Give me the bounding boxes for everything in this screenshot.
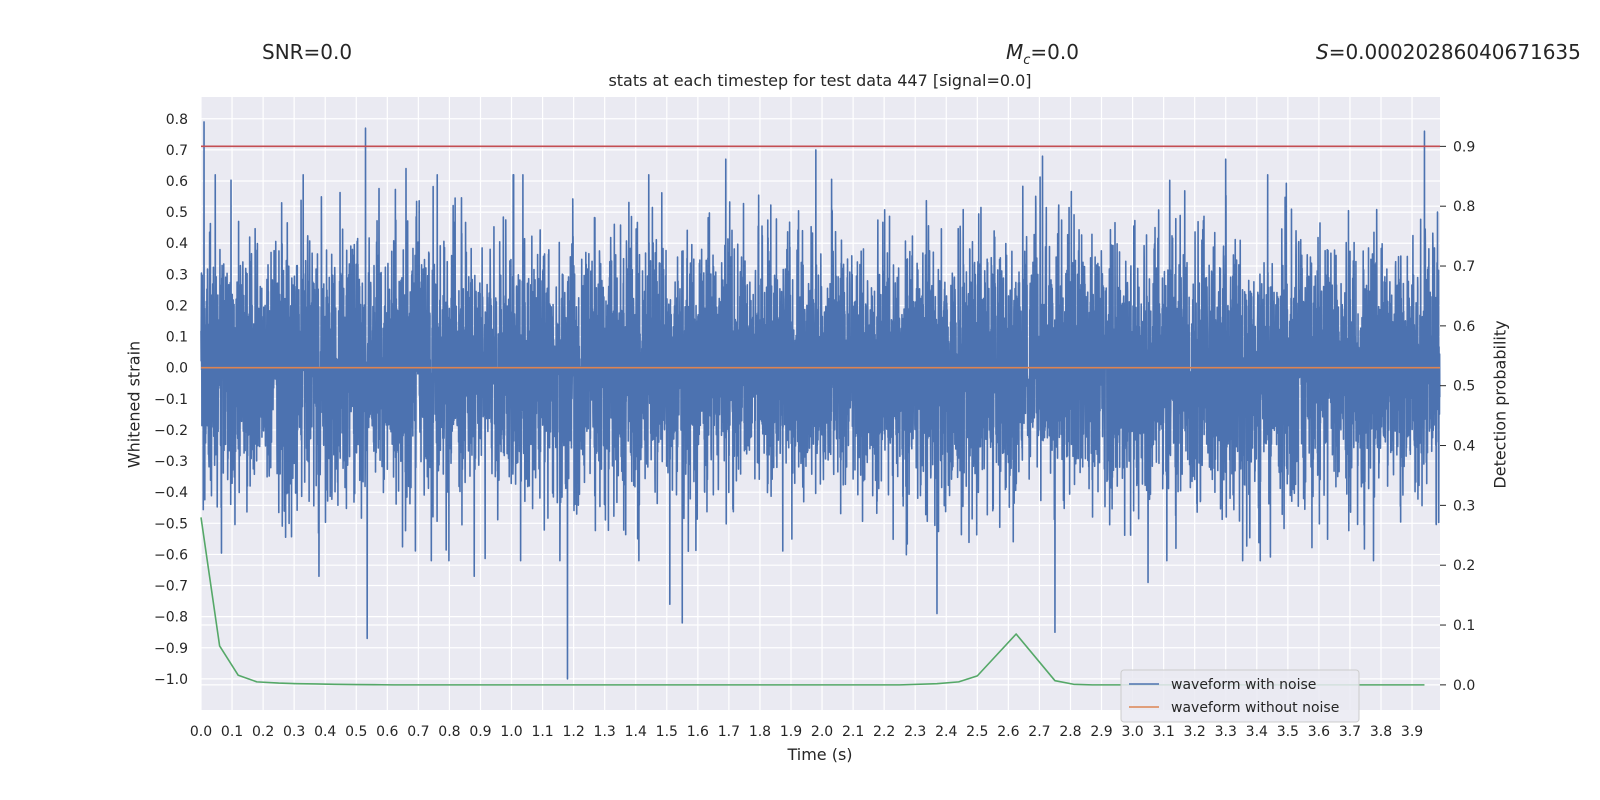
x-tick-label: 0.6: [376, 724, 398, 740]
y2-tick-label: 0.6: [1453, 319, 1475, 335]
y-tick-label: −0.5: [154, 516, 188, 532]
x-tick-label: 0.1: [221, 724, 243, 740]
chart-title: stats at each timestep for test data 447…: [608, 71, 1032, 90]
x-tick-label: 1.7: [718, 724, 740, 740]
x-tick-label: 0.3: [283, 724, 305, 740]
x-tick-label: 2.6: [997, 724, 1019, 740]
snr-label: SNR=0.0: [262, 40, 353, 64]
x-tick-label: 1.5: [656, 724, 678, 740]
chirp-mass-symbol: M: [1006, 40, 1024, 64]
x-tick-label: 1.8: [749, 724, 771, 740]
x-tick-label: 1.6: [687, 724, 709, 740]
x-tick-label: 3.2: [1184, 724, 1206, 740]
y-tick-label: −0.8: [154, 610, 188, 626]
y2-tick-label: 0.8: [1453, 199, 1475, 215]
y-tick-label: 0.7: [166, 143, 188, 159]
x-tick-label: 1.0: [500, 724, 522, 740]
x-tick-label: 0.0: [190, 724, 212, 740]
y2-tick-label: 0.1: [1453, 618, 1475, 634]
y-tick-label: 0.5: [166, 205, 188, 221]
y2-tick-label: 0.7: [1453, 259, 1475, 275]
legend-label: waveform without noise: [1171, 700, 1339, 716]
y2-tick-label: 0.3: [1453, 498, 1475, 514]
y-tick-label: 0.8: [166, 112, 188, 128]
y-tick-label: 0.0: [166, 361, 188, 377]
y-tick-label: 0.6: [166, 174, 188, 190]
y-tick-label: −0.6: [154, 547, 188, 563]
x-tick-label: 0.9: [469, 724, 491, 740]
y-tick-label: −0.4: [154, 485, 188, 501]
x-tick-label: 2.8: [1059, 724, 1081, 740]
x-tick-label: 2.3: [904, 724, 926, 740]
x-tick-label: 3.5: [1277, 724, 1299, 740]
y-tick-label: 0.2: [166, 298, 188, 314]
x-tick-label: 0.8: [438, 724, 460, 740]
y-tick-label: −0.3: [154, 454, 188, 470]
x-tick-label: 1.1: [531, 724, 553, 740]
y-tick-label: −0.7: [154, 579, 188, 595]
y-tick-label: 0.1: [166, 330, 188, 346]
x-tick-label: 1.2: [562, 724, 584, 740]
s-label: S=0.00020286040671635: [1316, 40, 1581, 64]
legend[interactable]: waveform with noise waveform without nois…: [1120, 669, 1360, 723]
x-tick-label: 2.2: [873, 724, 895, 740]
chirp-mass-subscript: c: [1023, 53, 1031, 68]
s-symbol: S: [1316, 40, 1329, 64]
x-tick-label: 2.5: [966, 724, 988, 740]
axes-layer: 0.0 0.1 0.2 0.3 0.4 0.5 0.6 0.7 0.8 0.9 1.0 1.1 1.2 1…: [154, 112, 1475, 740]
x-tick-label: 3.6: [1308, 724, 1330, 740]
y-tick-label: −0.2: [154, 423, 188, 439]
x-tick-label: 3.9: [1401, 724, 1423, 740]
series-layer: [200, 121, 1441, 686]
y-tick-label: −0.9: [154, 641, 188, 657]
y2-tick-label: 0.9: [1453, 139, 1475, 155]
x-tick-label: 0.5: [345, 724, 367, 740]
series-detection-probability: [200, 517, 1425, 686]
x-tick-label: 3.8: [1370, 724, 1392, 740]
x-tick-label: 1.9: [780, 724, 802, 740]
legend-label: waveform with noise: [1171, 677, 1316, 693]
x-tick-label: 1.3: [594, 724, 616, 740]
x-tick-label: 1.4: [625, 724, 647, 740]
x-tick-label: 3.1: [1152, 724, 1174, 740]
x-tick-label: 0.4: [314, 724, 336, 740]
x-axis-title: Time (s): [787, 745, 853, 764]
x-tick-label: 3.0: [1121, 724, 1143, 740]
x-tick-label: 0.2: [252, 724, 274, 740]
x-tick-label: 3.3: [1215, 724, 1237, 740]
x-tick-label: 2.0: [811, 724, 833, 740]
y2-tick-label: 0.0: [1453, 678, 1475, 694]
x-tick-label: 0.7: [407, 724, 429, 740]
x-tick-label: 3.4: [1246, 724, 1268, 740]
y-tick-label: 0.4: [166, 236, 188, 252]
y2-tick-label: 0.2: [1453, 558, 1475, 574]
s-value: =0.00020286040671635: [1328, 40, 1581, 64]
x-tick-label: 2.1: [842, 724, 864, 740]
y-tick-label: −0.1: [154, 392, 188, 408]
chirp-mass-value: =0.0: [1030, 40, 1079, 64]
legend-box: [1120, 669, 1360, 723]
x-tick-label: 2.4: [935, 724, 957, 740]
x-tick-label: 3.7: [1339, 724, 1361, 740]
x-tick-label: 2.7: [1028, 724, 1050, 740]
y-tick-label: −1.0: [154, 672, 188, 688]
chirp-mass-label: Mc=0.0: [1006, 40, 1079, 68]
series-waveform-with-noise: [200, 121, 1441, 680]
y2-tick-label: 0.5: [1453, 379, 1475, 395]
y-tick-label: 0.3: [166, 267, 188, 283]
x-tick-label: 2.9: [1090, 724, 1112, 740]
y2-tick-label: 0.4: [1453, 439, 1475, 455]
